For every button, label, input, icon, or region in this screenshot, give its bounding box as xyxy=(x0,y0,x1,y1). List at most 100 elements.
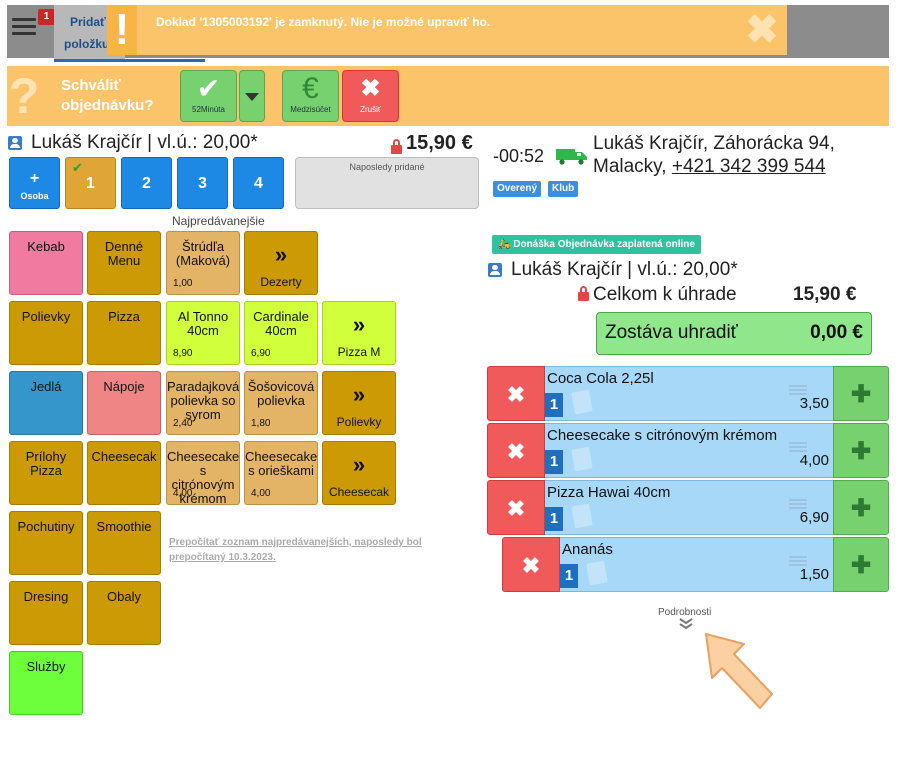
left-customer-name[interactable]: Lukáš Krajčír | vl.ú.: 20,00* xyxy=(31,132,258,153)
locked-document-message: Doklad '1305003192' je zamknutý. Nie je … xyxy=(156,15,491,29)
check-icon: ✔ xyxy=(196,73,221,104)
note-icon[interactable] xyxy=(571,503,593,529)
category-daily-menu[interactable]: Denné Menu xyxy=(87,231,161,295)
category-smoothie[interactable]: Smoothie xyxy=(87,511,161,575)
more-dezerty-button[interactable]: » Dezerty xyxy=(244,231,318,295)
check-icon: ✔ xyxy=(72,160,83,175)
customer-address: Lukáš Krajčír, Záhorácka 94, Malacky, +4… xyxy=(593,132,835,178)
order-item-body[interactable]: Ananás 1 1,50 xyxy=(560,537,833,592)
tab-secondary[interactable] xyxy=(125,5,205,62)
double-chevron-right-icon: » xyxy=(352,312,366,337)
category-pizza-sides[interactable]: Prílohy Pizza xyxy=(9,441,83,505)
note-icon[interactable] xyxy=(571,446,593,472)
person-tab-1[interactable]: ✔ 1 xyxy=(65,157,116,209)
hamburger-menu-icon[interactable] xyxy=(12,14,36,40)
more-polievky-button[interactable]: » Polievky xyxy=(322,371,396,435)
product-tile[interactable]: Paradajková polievka so syrom 2,40 xyxy=(166,371,240,435)
more-button-label: Polievky xyxy=(336,415,382,429)
cancel-button-label: Zrušiť xyxy=(360,105,381,114)
order-item: ✖ Cheesecake s citrónovým krémom 1 4,00 … xyxy=(487,423,889,478)
drag-handle-icon[interactable] xyxy=(789,554,807,568)
verified-badge: Overený xyxy=(493,181,542,197)
category-snacks[interactable]: Pochutiny xyxy=(9,511,83,575)
remove-item-button[interactable]: ✖ xyxy=(502,537,560,592)
remove-item-button[interactable]: ✖ xyxy=(487,423,545,478)
add-item-button[interactable]: ✚ xyxy=(833,537,889,592)
product-tile[interactable]: Cheesecake s citrónovým krémom 4,00 xyxy=(166,441,240,505)
phone-link[interactable]: +421 342 399 544 xyxy=(671,156,826,177)
product-name: Šošovicová polievka xyxy=(247,379,315,408)
remaining-to-pay-box[interactable]: Zostáva uhradiť 0,00 € xyxy=(596,312,872,355)
right-customer-name[interactable]: Lukáš Krajčír | vl.ú.: 20,00* xyxy=(511,259,738,280)
order-item-quantity[interactable]: 1 xyxy=(545,450,563,474)
approve-order-bar: ? Schváliť objednávku? ✔ 52Minúta € Medz… xyxy=(7,66,889,126)
product-tile[interactable]: Al Tonno 40cm 8,90 xyxy=(166,301,240,365)
product-tile[interactable]: Štrúdľa (Maková) 1,00 xyxy=(166,231,240,295)
address-city: Malacky, xyxy=(593,156,672,177)
recalculate-bestsellers-link[interactable]: Prepočítať zoznam najpredávanejších, nap… xyxy=(169,537,422,563)
order-item-price: 6,90 xyxy=(799,509,829,526)
subtotal-button[interactable]: € Medzisúčet xyxy=(282,70,339,122)
category-meals[interactable]: Jedlá xyxy=(9,371,83,435)
product-price: 6,90 xyxy=(251,348,271,359)
product-tile[interactable]: Šošovicová polievka 1,80 xyxy=(244,371,318,435)
order-item-name: Coca Cola 2,25l xyxy=(547,370,654,387)
remaining-value: 0,00 € xyxy=(810,322,863,343)
order-item-body[interactable]: Coca Cola 2,25l 1 3,50 xyxy=(545,366,833,421)
cancel-button[interactable]: ✖ Zrušiť xyxy=(342,70,399,122)
address-line-1: Lukáš Krajčír, Záhorácka 94, xyxy=(593,133,835,154)
recently-added-label: Naposledy pridané xyxy=(349,162,425,172)
double-chevron-down-icon[interactable] xyxy=(678,616,694,632)
order-item-quantity[interactable]: 1 xyxy=(545,507,563,531)
person-icon xyxy=(488,263,502,277)
remove-item-button[interactable]: ✖ xyxy=(487,480,545,535)
add-item-button[interactable]: ✚ xyxy=(833,480,889,535)
more-pizza-m-button[interactable]: » Pizza M xyxy=(322,301,396,365)
category-soups[interactable]: Polievky xyxy=(9,301,83,365)
order-item-body[interactable]: Pizza Hawai 40cm 1 6,90 xyxy=(545,480,833,535)
close-icon[interactable]: ✖ xyxy=(745,8,779,52)
note-icon[interactable] xyxy=(571,389,593,415)
category-dressing[interactable]: Dresing xyxy=(9,581,83,645)
category-pizza[interactable]: Pizza xyxy=(87,301,161,365)
lock-icon xyxy=(578,286,589,301)
category-cheesecake[interactable]: Cheesecak xyxy=(87,441,161,505)
order-item-price: 4,00 xyxy=(799,452,829,469)
add-item-button[interactable]: ✚ xyxy=(833,423,889,478)
add-person-button[interactable]: + Osoba xyxy=(9,157,60,209)
product-price: 4,00 xyxy=(173,488,193,499)
person-tab-3[interactable]: 3 xyxy=(177,157,228,209)
category-services[interactable]: Služby xyxy=(9,651,83,715)
remove-item-button[interactable]: ✖ xyxy=(487,366,545,421)
note-icon[interactable] xyxy=(586,560,608,586)
order-item-name: Pizza Hawai 40cm xyxy=(547,484,671,501)
approve-time-dropdown[interactable] xyxy=(239,70,265,122)
drag-handle-icon[interactable] xyxy=(789,383,807,397)
more-button-label: Pizza M xyxy=(337,345,381,359)
plus-icon: + xyxy=(29,170,40,187)
category-packaging[interactable]: Obaly xyxy=(87,581,161,645)
order-item-quantity[interactable]: 1 xyxy=(545,393,563,417)
drag-handle-icon[interactable] xyxy=(789,440,807,454)
more-cheesecake-button[interactable]: » Cheesecak xyxy=(322,441,396,505)
add-person-label: Osoba xyxy=(20,191,49,201)
tab-add-items-label-2: položku xyxy=(64,37,110,51)
question-icon: ? xyxy=(8,68,40,124)
person-tab-2[interactable]: 2 xyxy=(121,157,172,209)
product-price: 8,90 xyxy=(173,348,193,359)
order-item-body[interactable]: Cheesecake s citrónovým krémom 1 4,00 xyxy=(545,423,833,478)
category-drinks[interactable]: Nápoje xyxy=(87,371,161,435)
product-tile[interactable]: Cheesecake s orieškami 4,00 xyxy=(244,441,318,505)
double-chevron-right-icon: » xyxy=(352,382,366,407)
product-tile[interactable]: Cardinale 40cm 6,90 xyxy=(244,301,318,365)
delivery-icon: 🛵 xyxy=(498,239,511,250)
drag-handle-icon[interactable] xyxy=(789,497,807,511)
add-item-button[interactable]: ✚ xyxy=(833,366,889,421)
category-kebab[interactable]: Kebab xyxy=(9,231,83,295)
recently-added-box[interactable]: Naposledy pridané xyxy=(295,157,479,209)
left-order-total: 15,90 € xyxy=(406,132,473,154)
details-label[interactable]: Podrobnosti xyxy=(658,607,712,618)
approve-button[interactable]: ✔ 52Minúta xyxy=(180,70,237,122)
order-item-quantity[interactable]: 1 xyxy=(560,564,578,588)
person-tab-4[interactable]: 4 xyxy=(233,157,284,209)
